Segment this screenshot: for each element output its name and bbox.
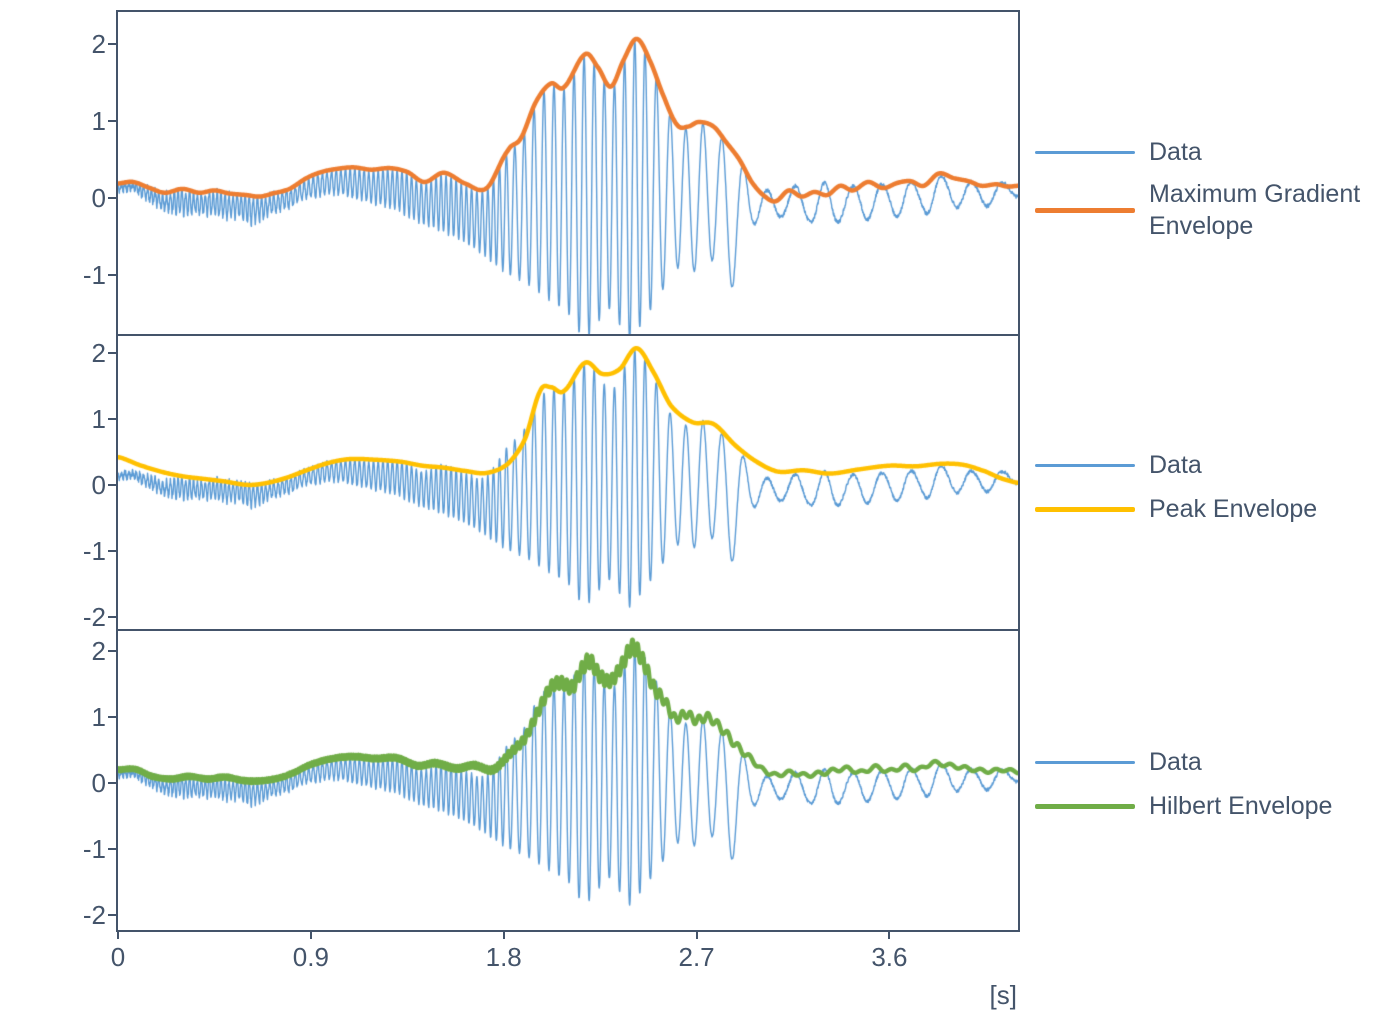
subplot-divider [118,629,1018,631]
y-tick-mark [108,274,118,276]
y-tick-mark [108,716,118,719]
y-tick-mark [108,197,118,200]
x-tick-label: 0.9 [292,942,329,972]
data-line-swatch [1035,463,1135,467]
y-tick-label: 2 [91,337,106,368]
y-tick-label: 0 [91,183,106,214]
y-tick-label: -1 [82,260,106,290]
max-gradient-envelope-line-swatch [1035,207,1135,213]
x-tick-label: 1.8 [485,942,522,972]
legend-label-data: Data [1149,138,1202,166]
legend-max-gradient: Data Maximum Gradient Envelope [1035,130,1375,246]
y-tick-label: 0 [91,767,106,798]
legend-label-max-gradient-envelope: Maximum Gradient Envelope [1149,180,1361,240]
y-tick-mark [108,615,118,618]
x-tick-mark [117,930,119,939]
y-tick-label: -1 [82,833,106,864]
x-tick-mark [695,930,698,939]
legend-label-hilbert-envelope: Hilbert Envelope [1149,792,1333,820]
data-line-swatch [1035,760,1135,764]
x-axis-unit-label: [s] [989,980,1017,1010]
legend-item-hilbert-envelope: Hilbert Envelope [1035,784,1332,828]
subplot-max-gradient-canvas [118,12,1018,335]
y-tick-label: 1 [91,403,106,434]
legend-item-data: Data [1035,740,1332,784]
data-line-swatch [1035,150,1135,154]
legend-peak: Data Peak Envelope [1035,443,1317,531]
legend-label-peak-envelope: Peak Envelope [1149,495,1318,523]
y-tick-mark [108,650,118,653]
y-tick-label: 0 [91,469,106,500]
peak-envelope-line-swatch [1035,506,1135,512]
x-tick-label: 2.7 [678,942,715,972]
legend-label-data: Data [1149,451,1202,479]
y-tick-mark [108,120,118,123]
y-tick-label: -2 [82,601,106,632]
y-tick-mark [108,417,118,420]
legend-item-peak-envelope: Peak Envelope [1035,487,1317,531]
subplot-peak-canvas [118,335,1018,630]
x-tick-mark [502,930,505,939]
x-tick-label: 0 [110,942,126,972]
y-tick-label: -1 [82,535,106,566]
y-tick-mark [108,913,118,916]
y-tick-label: -2 [82,899,106,930]
plot-area [116,10,1020,932]
y-tick-label: 1 [91,702,106,733]
y-tick-mark [108,43,118,46]
subplot-hilbert-canvas [118,630,1018,930]
y-tick-mark [108,847,118,850]
y-tick-mark [108,483,118,486]
x-tick-label: 3.6 [871,942,908,972]
y-tick-label: 2 [91,29,106,60]
y-tick-mark [108,781,118,784]
legend-item-data: Data [1035,130,1375,174]
legend-hilbert: Data Hilbert Envelope [1035,740,1332,828]
hilbert-envelope-line-swatch [1035,803,1135,809]
y-tick-mark [108,549,118,552]
y-tick-mark [108,351,118,354]
y-tick-label: 1 [91,106,106,137]
legend-label-data: Data [1149,748,1202,776]
subplot-divider [118,334,1018,336]
x-tick-mark [888,930,891,939]
legend-item-data: Data [1035,443,1317,487]
legend-item-max-gradient-envelope: Maximum Gradient Envelope [1035,174,1375,246]
y-tick-label: 2 [91,636,106,667]
x-tick-mark [309,930,312,939]
